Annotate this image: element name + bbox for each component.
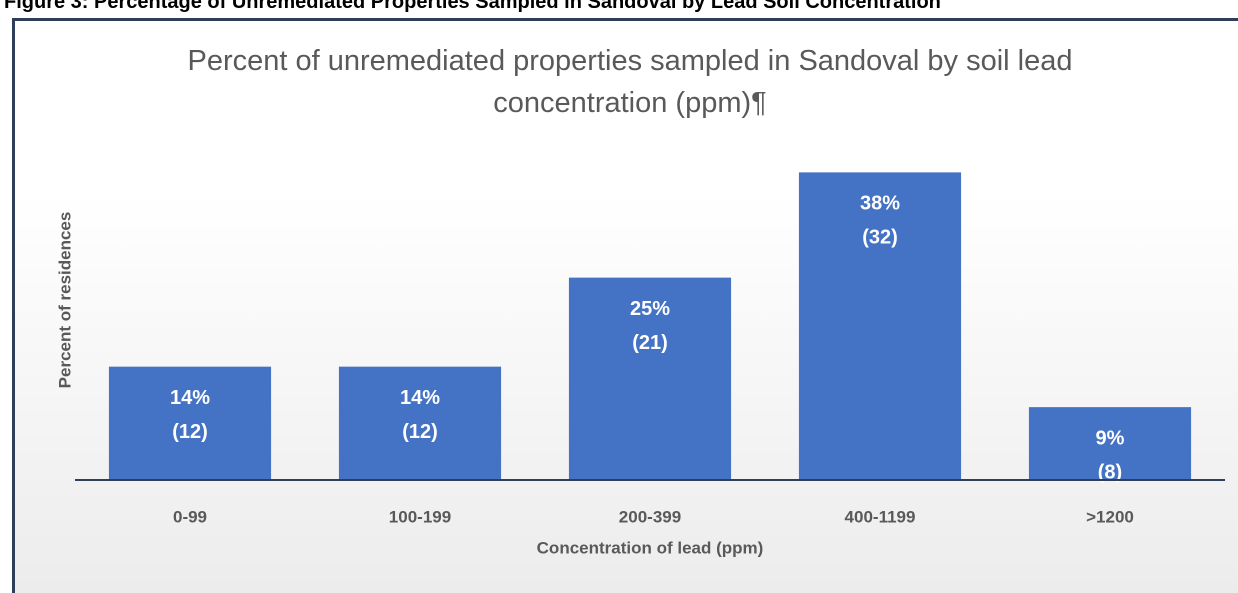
- y-axis-title: Percent of residences: [55, 212, 74, 389]
- bar: [338, 366, 502, 480]
- x-axis-title: Concentration of lead (ppm): [537, 538, 764, 557]
- count-label: (12): [402, 421, 438, 443]
- value-label: 14%: [170, 387, 210, 409]
- count-label: (32): [862, 227, 898, 249]
- bar: [108, 366, 272, 480]
- count-label: (8): [1098, 461, 1122, 483]
- x-tick-label: 100-199: [389, 507, 451, 526]
- x-tick-label: 200-399: [619, 507, 681, 526]
- x-tick-label: >1200: [1086, 507, 1134, 526]
- value-label: 38%: [860, 193, 900, 215]
- chart-title: Percent of unremediated properties sampl…: [187, 45, 1073, 119]
- bar: [798, 172, 962, 480]
- value-label: 25%: [630, 298, 670, 320]
- figure-caption: Figure 3: Percentage of Unremediated Pro…: [4, 0, 941, 13]
- x-tick-label: 400-1199: [845, 507, 916, 526]
- bar: [1028, 407, 1192, 480]
- value-label: 14%: [400, 387, 440, 409]
- x-tick-label: 0-99: [173, 507, 207, 526]
- bar: [568, 277, 732, 480]
- count-label: (12): [172, 421, 208, 443]
- count-label: (21): [632, 332, 668, 354]
- value-label: 9%: [1096, 427, 1125, 449]
